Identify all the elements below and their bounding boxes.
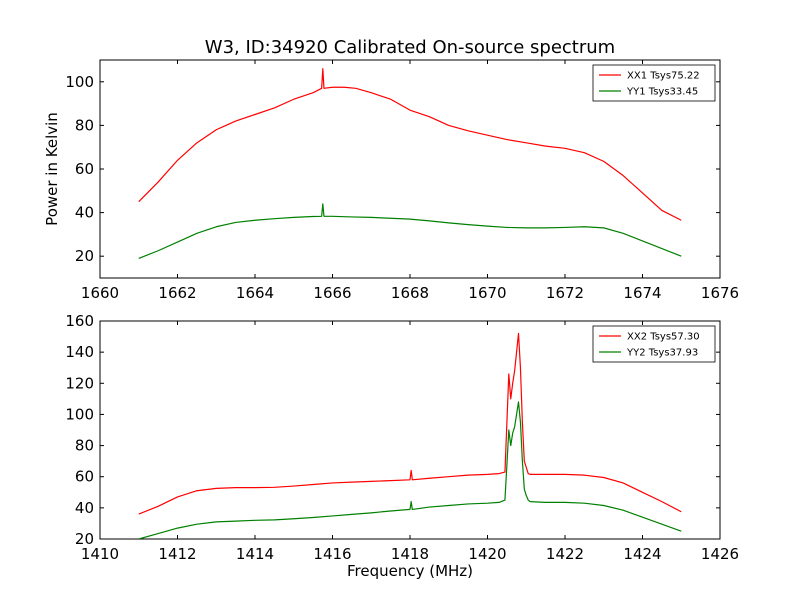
y-tick-label: 60 <box>75 160 94 178</box>
y-tick-label: 80 <box>75 116 94 134</box>
y-tick-label: 60 <box>75 468 94 486</box>
y-tick-label: 40 <box>75 204 94 222</box>
y-tick-label: 100 <box>65 405 94 423</box>
x-tick-label: 1424 <box>623 545 661 563</box>
x-tick-label: 1666 <box>313 284 351 302</box>
x-tick-label: 1660 <box>81 284 119 302</box>
x-tick-label: 1676 <box>701 284 739 302</box>
y-tick-label: 160 <box>65 312 94 330</box>
x-tick-label: 1662 <box>158 284 196 302</box>
x-axis-label: Frequency (MHz) <box>347 562 473 580</box>
legend-box <box>592 325 716 363</box>
x-tick-label: 1668 <box>391 284 429 302</box>
series-line-0 <box>138 68 682 221</box>
y-tick-label: 100 <box>65 73 94 91</box>
series-line-0 <box>138 332 682 515</box>
series-line-1 <box>138 401 682 539</box>
series-line-1 <box>138 203 682 259</box>
legend-label: XX1 Tsys75.22 <box>627 71 700 82</box>
x-tick-label: 1674 <box>623 284 661 302</box>
y-tick-label: 20 <box>75 530 94 548</box>
x-tick-label: 1426 <box>701 545 739 563</box>
legend: XX1 Tsys75.22 YY1 Tsys33.45 <box>592 64 716 102</box>
x-tick-label: 1416 <box>313 545 351 563</box>
legend-label: YY1 Tsys33.45 <box>626 87 698 98</box>
x-tick-label: 1664 <box>236 284 274 302</box>
x-tick-label: 1410 <box>81 545 119 563</box>
y-tick-label: 40 <box>75 499 94 517</box>
y-axis-label: Power in Kelvin <box>43 112 61 226</box>
x-tick-label: 1422 <box>546 545 584 563</box>
legend-label: XX2 Tsys57.30 <box>627 332 700 343</box>
y-tick-label: 120 <box>65 374 94 392</box>
y-tick-label: 140 <box>65 343 94 361</box>
y-tick-label: 20 <box>75 247 94 265</box>
x-tick-label: 1670 <box>468 284 506 302</box>
plot-1667-mhz: 1660 1662 1664 1666 1668 1670 1672 1674 1676 20 40… <box>43 59 739 302</box>
legend-label: YY2 Tsys37.93 <box>626 348 698 359</box>
x-tick-label: 1672 <box>546 284 584 302</box>
x-tick-label: 1418 <box>391 545 429 563</box>
x-tick-label: 1420 <box>468 545 506 563</box>
plot-1420-mhz: 1410 1412 1414 1416 1418 1420 1422 1424 1426 20 40… <box>65 312 739 580</box>
y-tick-label: 80 <box>75 437 94 455</box>
x-tick-label: 1412 <box>158 545 196 563</box>
legend: XX2 Tsys57.30 YY2 Tsys37.93 <box>592 325 716 363</box>
legend-box <box>592 64 716 102</box>
x-tick-label: 1414 <box>236 545 274 563</box>
chart-title: W3, ID:34920 Calibrated On-source spectr… <box>205 37 615 58</box>
